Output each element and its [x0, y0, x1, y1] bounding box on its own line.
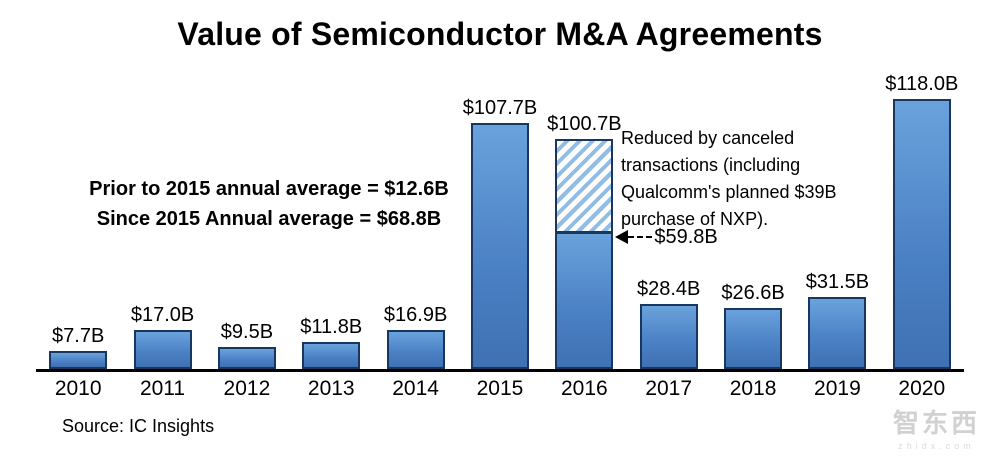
bar-2016 — [555, 138, 614, 369]
bar-2010 — [49, 351, 108, 369]
bar-chart: Prior to 2015 annual average = $12.6B Si… — [36, 72, 964, 401]
bar-column-2013: $11.8B — [289, 316, 373, 369]
bar-2019 — [808, 296, 867, 369]
average-annotation-line2: Since 2015 Annual average = $68.8B — [96, 208, 442, 230]
x-axis-label-2014: 2014 — [392, 377, 439, 400]
bar-2014 — [386, 330, 445, 369]
bar-2012 — [217, 347, 276, 369]
x-axis-label-2013: 2013 — [307, 377, 355, 400]
bar-solid-area — [557, 234, 612, 367]
bar-2020 — [892, 99, 951, 369]
bar-value-label: $118.0B — [885, 73, 959, 95]
x-axis-label-2011: 2011 — [139, 377, 186, 400]
bar-2013 — [302, 342, 361, 369]
x-axis-label-2018: 2018 — [729, 377, 777, 400]
chart-title: Value of Semiconductor M&A Agreements — [177, 16, 823, 52]
bar-value-label: $107.7B — [462, 96, 538, 119]
bar-2018 — [724, 308, 783, 369]
watermark-subtext: zhidx.com — [898, 441, 975, 451]
arrow-left-icon — [615, 230, 629, 245]
x-axis-label-2020: 2020 — [898, 377, 946, 400]
bar-column-2014: $16.9B — [373, 304, 457, 369]
bar-column-2012: $9.5B — [205, 321, 289, 369]
x-axis-labels: 2010 2011 2012 2013 2014 2015 2016 2017 2018 2019… — [36, 377, 964, 401]
bar-value-label: $7.7B — [52, 325, 105, 348]
canceled-transactions-note: Reduced by canceled transactions (includ… — [621, 128, 837, 229]
x-axis-label-2010: 2010 — [54, 377, 102, 400]
bar-column-2015: $107.7B — [458, 97, 542, 369]
canceled-transactions-hatched-area — [557, 140, 612, 235]
x-axis-label-2016: 2016 — [560, 377, 608, 400]
bar-column-2019: $31.5B — [795, 271, 879, 369]
arrow-dashed-line — [628, 236, 653, 239]
bar-value-label: $31.5B — [805, 270, 870, 293]
reduced-value-label: $59.8B — [654, 225, 718, 248]
plot-area: $7.7B $17.0B $9.5B $11.8B $16.9B $107.7B $59.8… — [36, 72, 964, 372]
bar-value-label: $11.8B — [300, 316, 363, 338]
bar-value-label: $100.7B — [547, 112, 622, 135]
bar-value-label: $16.9B — [383, 304, 448, 327]
watermark-text: 智东西 — [892, 408, 980, 438]
bar-column-2017: $28.4B — [627, 278, 711, 369]
bar-column-2016: $59.8B $100.7B — [542, 112, 718, 369]
bar-value-label: $26.6B — [721, 282, 785, 305]
bar-2015 — [470, 122, 529, 369]
reduced-value-pointer: $59.8B — [615, 225, 718, 249]
x-axis-label-2015: 2015 — [476, 377, 524, 400]
bar-column-2011: $17.0B — [120, 304, 204, 369]
x-axis-label-2012: 2012 — [223, 377, 271, 400]
watermark-logo: 智东西 zhidx.com — [893, 403, 980, 451]
average-annotation: Prior to 2015 annual average = $12.6B Si… — [54, 174, 484, 234]
average-annotation-line1: Prior to 2015 annual average = $12.6B — [89, 178, 449, 200]
x-axis-label-2019: 2019 — [814, 377, 861, 400]
bar-value-label: $28.4B — [637, 278, 701, 300]
bar-column-2018: $26.6B — [711, 282, 795, 369]
bar-value-label: $9.5B — [220, 321, 274, 344]
bar-2011 — [133, 330, 192, 369]
bar-column-2010: $7.7B — [36, 325, 120, 369]
x-axis-label-2017: 2017 — [645, 377, 693, 400]
bar-value-label: $17.0B — [130, 304, 195, 327]
bar-2017 — [639, 304, 698, 369]
bar-column-2020: $118.0B — [880, 73, 964, 369]
source-note: Source: IC Insights — [62, 416, 215, 436]
